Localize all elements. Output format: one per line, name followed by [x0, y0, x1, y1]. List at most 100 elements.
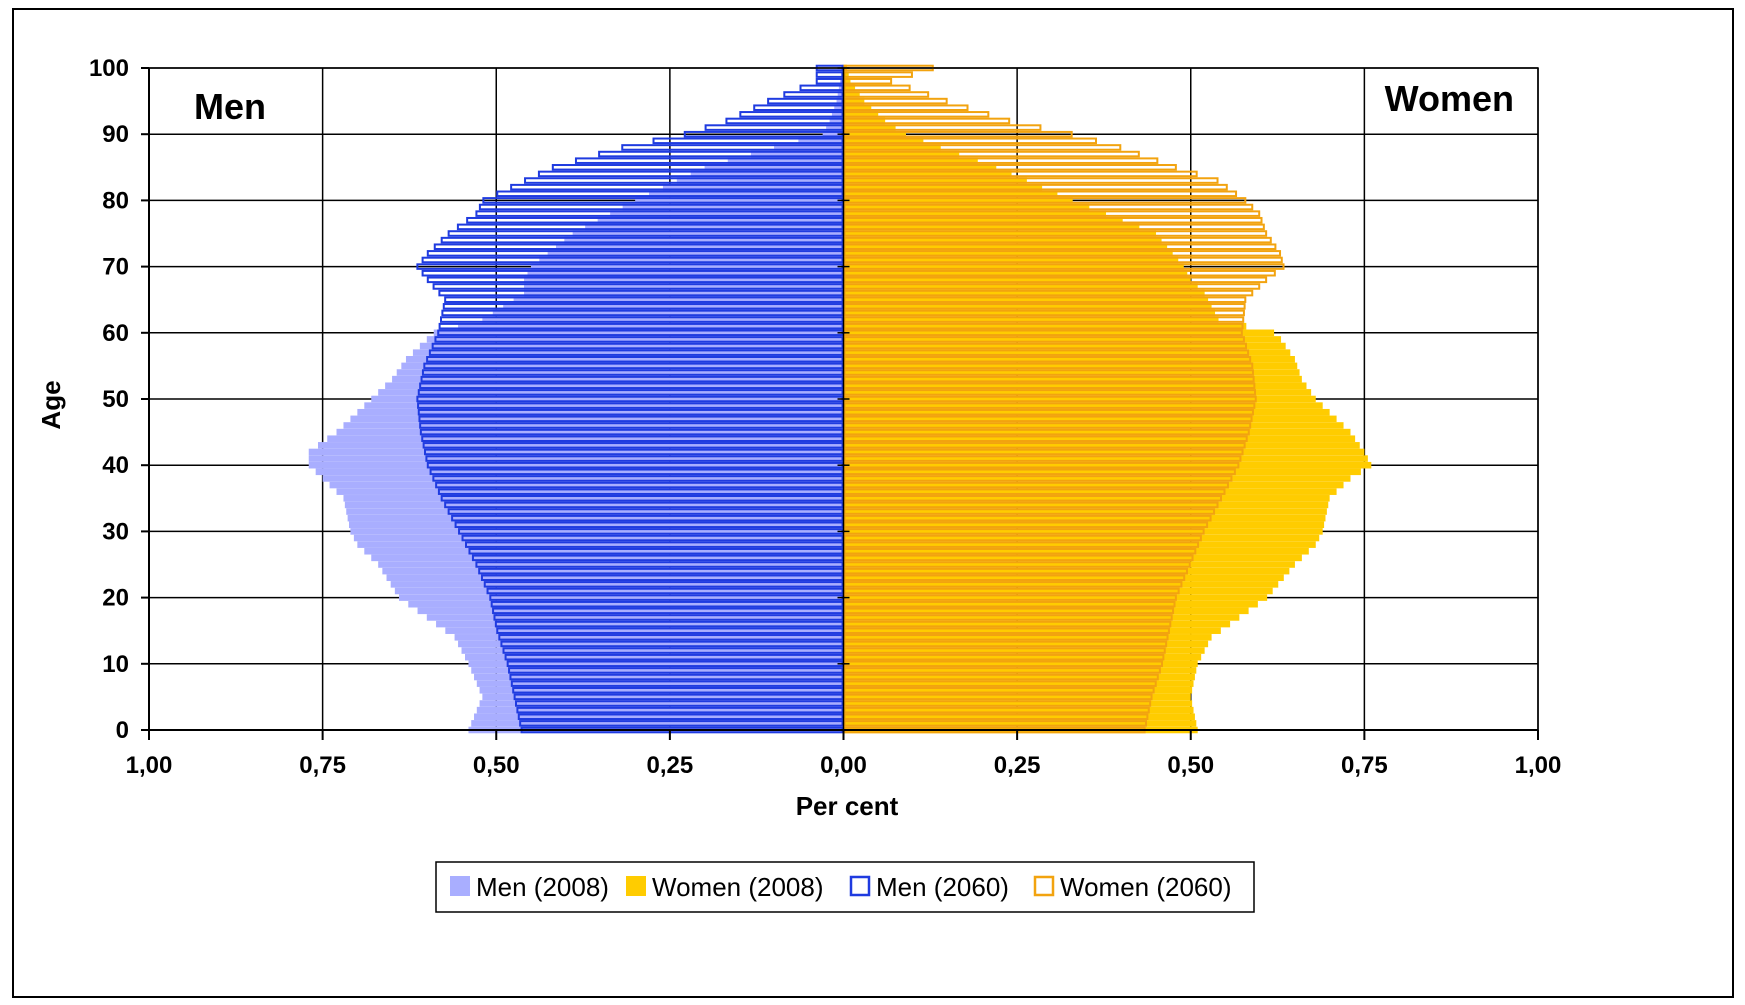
- bar-women_2008: [843, 336, 1282, 343]
- bar-women_2008: [843, 547, 1309, 555]
- bar-women_2008: [843, 448, 1365, 456]
- bar-women_2008: [843, 587, 1273, 595]
- legend-swatch: [1033, 875, 1055, 897]
- bar-women_2008: [843, 428, 1351, 436]
- bar-women_2060: [843, 276, 1268, 284]
- bar-women_2008: [843, 461, 1372, 469]
- bar-men_2008: [798, 137, 844, 145]
- bar-women_2008: [843, 77, 851, 85]
- bar-women_2008: [843, 700, 1193, 707]
- bar-women_2060: [843, 356, 1252, 363]
- bar-women_2008: [843, 329, 1275, 337]
- bar-women_2060: [843, 322, 1244, 330]
- bar-men_2008: [378, 389, 844, 396]
- bar-men_2060: [425, 455, 844, 462]
- bar-women_2060: [843, 634, 1169, 641]
- bar-men_2060: [417, 389, 844, 396]
- bar-women_2060: [843, 514, 1212, 522]
- bar-men_2008: [327, 435, 844, 442]
- bar-men_2060: [515, 700, 844, 707]
- bar-women_2008: [843, 342, 1286, 350]
- bar-men_2008: [482, 316, 844, 323]
- bar-women_2008: [843, 693, 1191, 701]
- bar-women_2060: [843, 481, 1229, 489]
- bar-men_2008: [471, 667, 844, 674]
- legend-item-women_2060: Women (2060): [1033, 872, 1232, 902]
- bar-women_2008: [843, 303, 1212, 310]
- bar-women_2008: [843, 183, 1043, 191]
- bar-men_2060: [426, 356, 844, 363]
- bar-women_2060: [843, 567, 1188, 575]
- bar-women_2008: [843, 177, 1027, 184]
- bar-men_2060: [512, 687, 844, 694]
- bar-men_2060: [444, 296, 844, 303]
- bar-women_2060: [843, 289, 1254, 297]
- bar-women_2060: [843, 177, 1219, 184]
- bar-men_2060: [417, 408, 844, 416]
- bar-men_2008: [396, 369, 844, 376]
- bar-men_2060: [465, 541, 844, 548]
- bar-men_2060: [435, 481, 844, 489]
- bar-men_2008: [308, 448, 844, 456]
- bar-women_2008: [843, 130, 906, 138]
- bar-men_2060: [574, 157, 844, 164]
- bar-women_2008: [843, 84, 856, 92]
- bar-men_2008: [503, 303, 844, 310]
- bar-men_2060: [513, 693, 844, 701]
- bar-women_2008: [843, 243, 1168, 251]
- y-tick-label: 50: [102, 386, 129, 413]
- bar-men_2008: [539, 256, 844, 264]
- bar-men_2008: [635, 197, 844, 204]
- bar-women_2060: [843, 183, 1228, 191]
- bar-men_2008: [476, 706, 844, 714]
- series-women_2008: [843, 64, 1372, 734]
- bar-women_2008: [843, 521, 1325, 529]
- bar-women_2060: [843, 150, 1140, 158]
- bar-women_2060: [843, 303, 1246, 310]
- bar-men_2008: [386, 574, 844, 582]
- y-tick-label: 10: [102, 651, 129, 678]
- bar-women_2008: [843, 91, 860, 98]
- bar-women_2060: [843, 84, 911, 92]
- bar-men_2060: [490, 600, 844, 608]
- bar-women_2060: [843, 667, 1161, 674]
- bar-women_2008: [843, 614, 1240, 621]
- bar-women_2060: [843, 203, 1254, 211]
- bar-men_2008: [405, 356, 844, 363]
- bar-men_2008: [346, 508, 844, 515]
- x-tick-label: 1,00: [1515, 752, 1562, 779]
- women-corner-label: Women: [1385, 78, 1514, 119]
- bar-men_2008: [836, 97, 844, 105]
- bar-women_2060: [843, 706, 1150, 714]
- bar-men_2060: [767, 97, 844, 105]
- bar-women_2060: [843, 561, 1191, 568]
- bar-women_2008: [843, 468, 1361, 476]
- legend: Men (2008) Women (2008) Men (2060) Women (2…: [435, 861, 1255, 913]
- bar-women_2060: [843, 190, 1238, 198]
- bar-men_2060: [451, 514, 844, 522]
- bar-men_2060: [509, 673, 844, 681]
- bar-men_2060: [471, 554, 844, 562]
- bar-men_2008: [547, 250, 844, 257]
- bar-women_2060: [843, 495, 1222, 502]
- bar-women_2060: [843, 521, 1209, 529]
- bar-men_2008: [704, 164, 844, 171]
- bar-men_2060: [537, 170, 844, 178]
- bar-men_2060: [475, 210, 844, 217]
- bar-men_2060: [426, 276, 844, 284]
- bar-men_2060: [419, 382, 844, 390]
- bar-men_2060: [432, 283, 844, 290]
- bar-women_2060: [843, 144, 1122, 151]
- bar-men_2060: [725, 117, 844, 125]
- bar-men_2060: [498, 634, 844, 641]
- bar-men_2060: [510, 183, 844, 191]
- bar-women_2008: [843, 117, 886, 125]
- bar-men_2008: [564, 236, 844, 244]
- bar-women_2008: [843, 164, 997, 171]
- bar-women_2008: [843, 402, 1323, 409]
- bar-women_2060: [843, 508, 1216, 515]
- bar-women_2008: [843, 627, 1221, 634]
- bar-women_2008: [843, 594, 1268, 601]
- bar-men_2008: [572, 230, 844, 237]
- bar-women_2008: [843, 71, 849, 78]
